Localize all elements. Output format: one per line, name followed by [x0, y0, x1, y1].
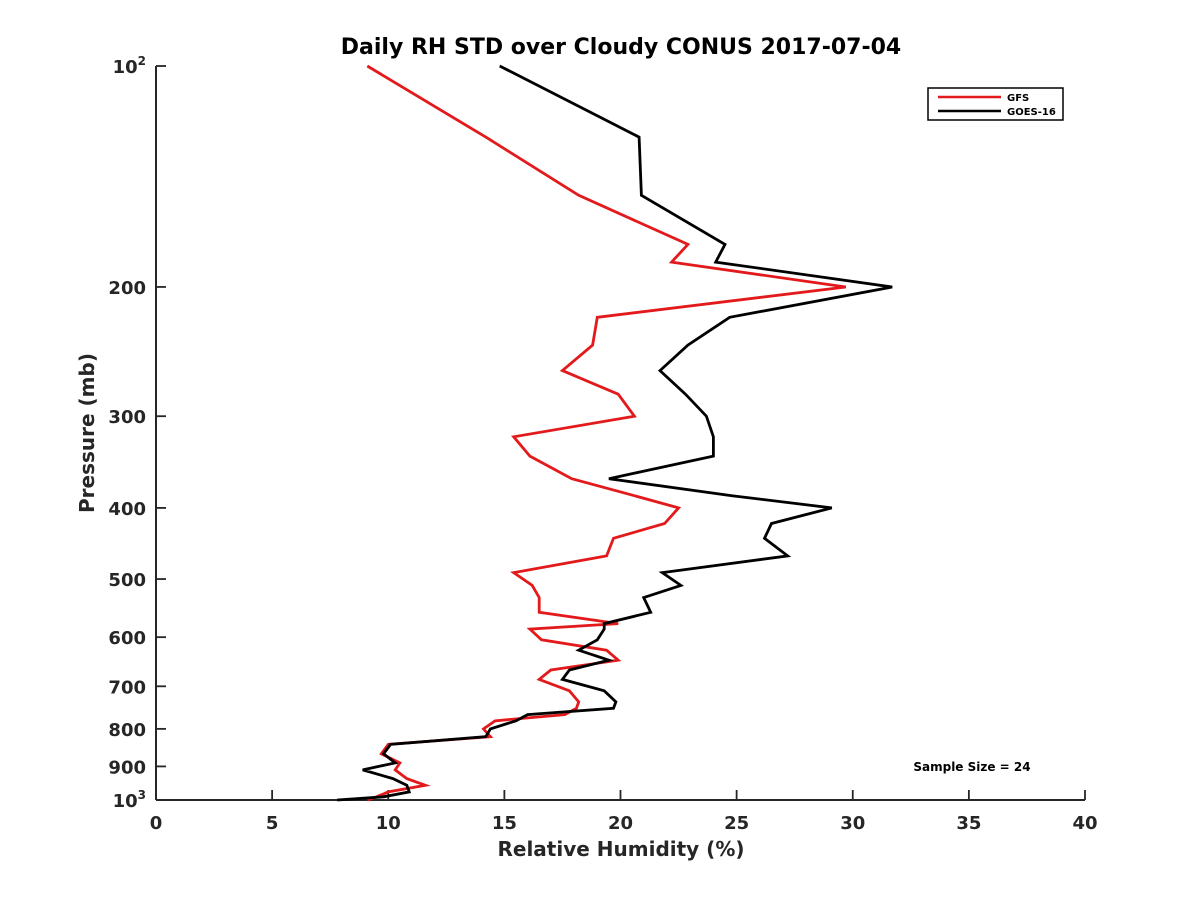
y-tick-label: 103 — [113, 788, 146, 812]
x-tick-label: 35 — [956, 813, 981, 834]
y-tick-label: 200 — [108, 278, 146, 299]
x-tick-label: 5 — [266, 813, 279, 834]
legend-box — [927, 87, 1064, 121]
y-tick-label: 300 — [108, 407, 146, 428]
x-tick-label: 30 — [840, 813, 865, 834]
chart-title: Daily RH STD over Cloudy CONUS 2017-07-0… — [341, 35, 901, 60]
series-line-gfs — [366, 64, 846, 802]
legend-label-goes-16: GOES-16 — [1007, 107, 1056, 118]
sample-size-annotation: Sample Size = 24 — [913, 760, 1030, 774]
y-tick-label: 700 — [108, 677, 146, 698]
y-tick-label: 102 — [113, 54, 146, 78]
x-tick-label: 25 — [724, 813, 749, 834]
axes: 0 5 10 15 20 25 30 35 40 102 200 300 400 500 600 700 800… — [108, 54, 1097, 834]
legend: GFS GOES-16 — [927, 87, 1064, 121]
y-tick-label: 600 — [108, 628, 146, 649]
x-tick-label: 10 — [376, 813, 401, 834]
legend-label-gfs: GFS — [1007, 93, 1029, 104]
y-tick-label: 500 — [108, 570, 146, 591]
x-tick-label: 40 — [1072, 813, 1097, 834]
x-axis-label: Relative Humidity (%) — [497, 837, 744, 861]
x-tick-label: 15 — [492, 813, 517, 834]
y-tick-label: 400 — [108, 499, 146, 520]
y-tick-label: 800 — [108, 720, 146, 741]
series-line-goes-16 — [337, 64, 893, 802]
y-tick-label: 900 — [108, 757, 146, 778]
series-layer — [337, 64, 893, 802]
x-tick-label: 20 — [608, 813, 633, 834]
x-tick-label: 0 — [150, 813, 163, 834]
y-axis-label: Pressure (mb) — [75, 353, 99, 513]
